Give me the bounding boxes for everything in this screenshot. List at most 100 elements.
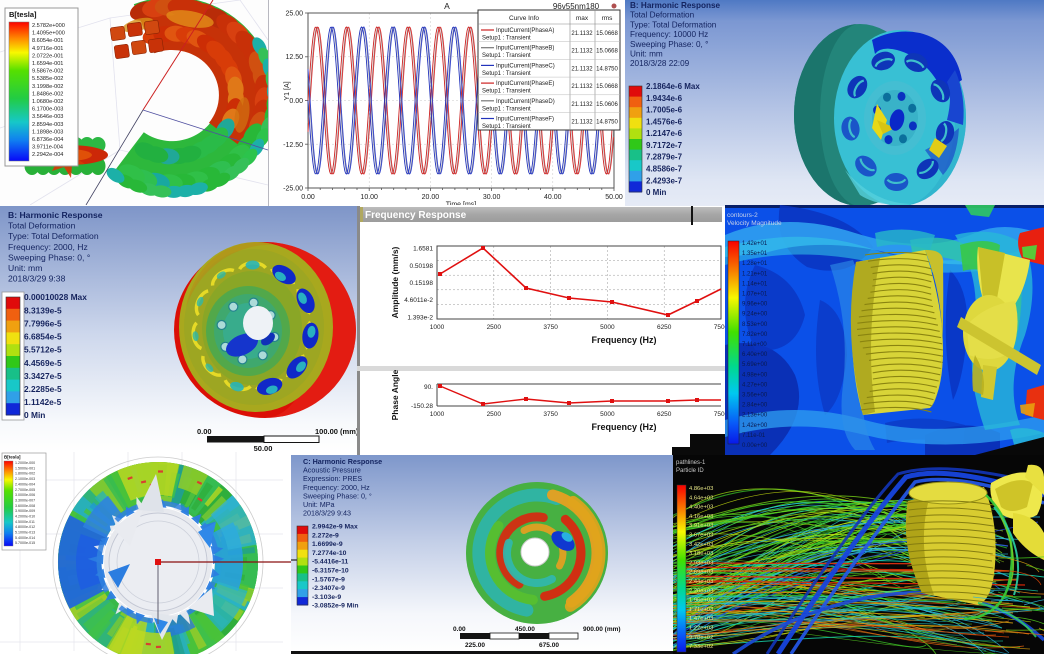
svg-text:3.1998e-002: 3.1998e-002 [32, 84, 63, 90]
svg-text:Setup1 : Transient: Setup1 : Transient [482, 71, 531, 77]
svg-text:1.1142e-5: 1.1142e-5 [24, 397, 62, 407]
svg-text:8.6054e-001: 8.6054e-001 [32, 38, 63, 44]
svg-text:9.7172e-7: 9.7172e-7 [646, 141, 683, 150]
svg-text:Frequency (Hz): Frequency (Hz) [591, 335, 656, 345]
svg-text:Unit: mm: Unit: mm [8, 263, 42, 273]
svg-text:1.6594e-001: 1.6594e-001 [32, 61, 63, 67]
svg-text:3.18e+03: 3.18e+03 [689, 551, 713, 557]
svg-text:Setup1 : Transient: Setup1 : Transient [482, 36, 531, 42]
svg-text:15.0668: 15.0668 [596, 49, 618, 55]
svg-text:Setup1 : Transient: Setup1 : Transient [482, 53, 531, 59]
svg-text:1.393e-2: 1.393e-2 [407, 315, 433, 322]
svg-text:8.53e+00: 8.53e+00 [742, 322, 768, 328]
svg-text:3.3000e-007: 3.3000e-007 [15, 498, 35, 502]
svg-text:21.1132: 21.1132 [571, 49, 593, 55]
svg-text:-25.00: -25.00 [283, 186, 303, 193]
svg-text:2.4000e-004: 2.4000e-004 [15, 482, 35, 486]
svg-text:6250: 6250 [657, 411, 672, 418]
svg-text:50.00: 50.00 [605, 194, 623, 201]
svg-text:5000: 5000 [600, 411, 615, 418]
svg-text:B: Harmonic Response: B: Harmonic Response [630, 1, 721, 10]
svg-text:6250: 6250 [657, 324, 672, 331]
svg-text:Expression: PRES: Expression: PRES [303, 474, 362, 483]
svg-text:1.35e+01: 1.35e+01 [742, 251, 768, 257]
svg-text:2.0722e-001: 2.0722e-001 [32, 53, 63, 59]
svg-text:7.82e+00: 7.82e+00 [742, 332, 768, 338]
svg-text:Frequency (Hz): Frequency (Hz) [591, 422, 656, 432]
svg-text:2.7000e-005: 2.7000e-005 [15, 488, 35, 492]
svg-text:3.9000e-009: 3.9000e-009 [15, 509, 35, 513]
svg-text:InputCurrent(PhaseB): InputCurrent(PhaseB) [496, 46, 554, 52]
svg-text:Setup1 : Transient: Setup1 : Transient [482, 124, 531, 130]
svg-text:0.00: 0.00 [301, 194, 315, 201]
svg-text:225.00: 225.00 [465, 642, 485, 649]
svg-text:1.4576e-6: 1.4576e-6 [646, 117, 683, 126]
svg-text:Particle ID: Particle ID [676, 468, 704, 474]
svg-text:9.78e+02: 9.78e+02 [689, 635, 713, 641]
svg-text:20.00: 20.00 [422, 194, 440, 201]
svg-text:9.96e+00: 9.96e+00 [742, 302, 768, 308]
svg-text:7.33e+02: 7.33e+02 [689, 644, 713, 650]
svg-text:3750: 3750 [543, 324, 558, 331]
svg-text:3.6000e-008: 3.6000e-008 [15, 504, 35, 508]
svg-text:InputCurrent(PhaseE): InputCurrent(PhaseE) [496, 81, 554, 87]
svg-text:5.7000e-015: 5.7000e-015 [15, 541, 35, 545]
svg-text:Phase Angle: Phase Angle [390, 369, 400, 420]
svg-text:A: A [444, 1, 450, 11]
svg-text:2.44e+03: 2.44e+03 [689, 579, 713, 585]
svg-text:InputCurrent(PhaseC): InputCurrent(PhaseC) [496, 63, 555, 69]
svg-text:1.2000e-000: 1.2000e-000 [15, 461, 35, 465]
svg-text:21.1132: 21.1132 [571, 120, 593, 126]
svg-text:1.42e+00: 1.42e+00 [742, 423, 768, 429]
svg-text:15.0668: 15.0668 [596, 84, 618, 90]
svg-text:7500: 7500 [714, 324, 725, 331]
svg-text:2.4293e-7: 2.4293e-7 [646, 176, 683, 185]
svg-text:B[tesla]: B[tesla] [9, 10, 37, 19]
svg-text:4.2000e-010: 4.2000e-010 [15, 515, 35, 519]
svg-text:2.84e+00: 2.84e+00 [742, 403, 768, 409]
svg-text:2.1000e-003: 2.1000e-003 [15, 477, 35, 481]
svg-text:3.56e+00: 3.56e+00 [742, 393, 768, 399]
svg-text:7.11e+00: 7.11e+00 [742, 342, 767, 348]
svg-text:-150.28: -150.28 [411, 403, 433, 410]
svg-text:1.5000e-001: 1.5000e-001 [15, 466, 35, 470]
svg-text:2.9942e-9 Max: 2.9942e-9 Max [312, 524, 358, 531]
svg-text:5.69e+00: 5.69e+00 [742, 362, 768, 368]
svg-text:InputCurrent(PhaseD): InputCurrent(PhaseD) [496, 99, 555, 105]
svg-text:Curve Info: Curve Info [509, 15, 539, 22]
svg-text:3.0000e-006: 3.0000e-006 [15, 493, 35, 497]
svg-text:5.5712e-5: 5.5712e-5 [24, 345, 62, 355]
svg-text:4.86e+03: 4.86e+03 [689, 486, 713, 492]
svg-text:7500: 7500 [714, 411, 725, 418]
svg-text:2500: 2500 [487, 411, 502, 418]
svg-text:100.00 (mm): 100.00 (mm) [315, 427, 357, 436]
svg-text:4.5000e-011: 4.5000e-011 [15, 520, 35, 524]
svg-text:3750: 3750 [543, 411, 558, 418]
svg-text:Sweeping Phase: 0, °: Sweeping Phase: 0, ° [8, 252, 90, 262]
svg-text:Time [ms]: Time [ms] [446, 202, 477, 206]
svg-text:5.5385e-002: 5.5385e-002 [32, 76, 63, 82]
svg-text:pathlines-1: pathlines-1 [676, 460, 706, 466]
svg-text:3.42e+03: 3.42e+03 [689, 542, 713, 548]
svg-text:2.272e-9: 2.272e-9 [312, 532, 339, 539]
svg-text:1.71e+03: 1.71e+03 [689, 607, 713, 613]
svg-text:Setup1 : Transient: Setup1 : Transient [482, 106, 531, 112]
svg-text:2.5782e+000: 2.5782e+000 [32, 23, 65, 29]
svg-text:4.9716e-001: 4.9716e-001 [32, 46, 63, 52]
svg-text:Amplitude (mm/s): Amplitude (mm/s) [390, 246, 400, 318]
svg-text:1.6699e-9: 1.6699e-9 [312, 541, 343, 548]
svg-text:6.8736e-004: 6.8736e-004 [32, 137, 63, 143]
svg-text:4.98e+00: 4.98e+00 [742, 372, 768, 378]
svg-text:30.00: 30.00 [483, 194, 501, 201]
svg-text:2.8594e-003: 2.8594e-003 [32, 122, 63, 128]
svg-text:1000: 1000 [430, 324, 445, 331]
svg-text:Acoustic Pressure: Acoustic Pressure [303, 466, 361, 475]
svg-text:3.91e+03: 3.91e+03 [689, 523, 713, 529]
svg-text:6.40e+00: 6.40e+00 [742, 352, 768, 358]
svg-text:25.00: 25.00 [285, 11, 303, 18]
svg-text:B: Harmonic Response: B: Harmonic Response [8, 210, 103, 220]
svg-text:3.67e+03: 3.67e+03 [689, 533, 713, 539]
svg-text:1.7005e-6: 1.7005e-6 [646, 106, 683, 115]
svg-text:1.0680e-002: 1.0680e-002 [32, 99, 63, 105]
svg-text:1.07e+01: 1.07e+01 [742, 292, 768, 298]
